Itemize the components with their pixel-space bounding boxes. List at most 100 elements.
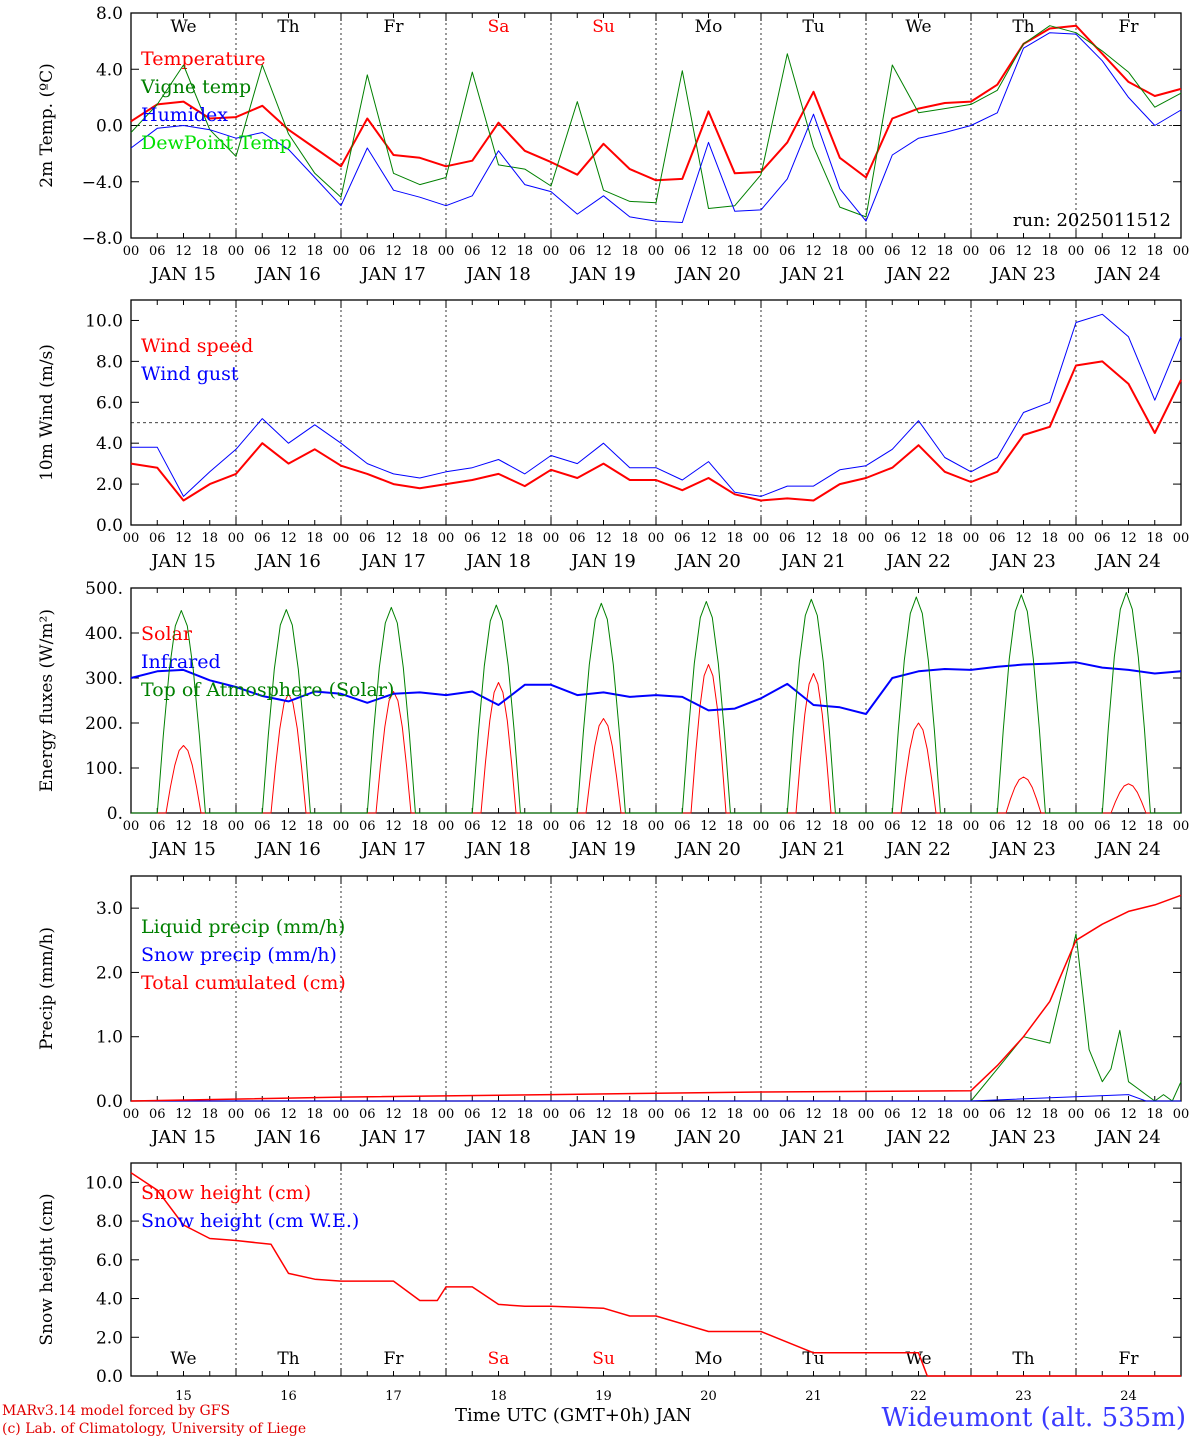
hour-tick-label: 00 [1173, 531, 1190, 546]
chart-panel-1: 8.0 4.0 0.0 −4.0 −8.0 2m Temp. (ºC) We Th Fr Sa Su… [37, 4, 1189, 285]
weekday-label: Su [592, 17, 615, 37]
hour-tick-label: 06 [464, 819, 481, 834]
hour-tick-label: 18 [936, 819, 953, 834]
hour-tick-label: 18 [1041, 819, 1058, 834]
hour-tick-label: 12 [910, 819, 927, 834]
hour-tick-label: 18 [201, 1107, 218, 1122]
date-label: JAN 17 [359, 264, 426, 285]
hour-tick-label: 00 [648, 819, 665, 834]
date-label: JAN 18 [464, 1127, 531, 1148]
hour-tick-label: 06 [884, 244, 901, 259]
y-tick-label: 0.0 [96, 1367, 123, 1387]
series-line [131, 592, 1181, 814]
hour-tick-label: 06 [254, 1107, 271, 1122]
hour-tick-label: 12 [1120, 1107, 1137, 1122]
hour-tick-label: 00 [858, 531, 875, 546]
hour-tick-label: 06 [1094, 1107, 1111, 1122]
hour-tick-label: 06 [779, 819, 796, 834]
hour-tick-label: 00 [648, 244, 665, 259]
day-number-label: 23 [1015, 1389, 1032, 1404]
hour-tick-label: 12 [1120, 244, 1137, 259]
hour-tick-label: 18 [1041, 244, 1058, 259]
hour-tick-label: 12 [490, 244, 507, 259]
date-label: JAN 20 [674, 264, 741, 285]
y-axis-label: 2m Temp. (ºC) [37, 63, 57, 188]
hour-tick-label: 18 [411, 244, 428, 259]
hour-tick-label: 12 [385, 244, 402, 259]
hour-tick-label: 18 [306, 244, 323, 259]
weekday-label: We [170, 17, 196, 37]
hour-tick-label: 12 [385, 531, 402, 546]
weekday-label: Th [1012, 17, 1034, 37]
hour-tick-label: 12 [700, 1107, 717, 1122]
hour-tick-label: 00 [1068, 244, 1085, 259]
date-label: JAN 16 [254, 551, 321, 572]
hour-tick-label: 18 [201, 531, 218, 546]
hour-tick-label: 06 [884, 531, 901, 546]
hour-tick-label: 06 [359, 531, 376, 546]
date-label: JAN 15 [149, 839, 216, 860]
hour-tick-label: 06 [674, 819, 691, 834]
hour-tick-label: 00 [1068, 531, 1085, 546]
hour-tick-label: 06 [674, 1107, 691, 1122]
y-tick-label: 100. [85, 759, 123, 779]
weekday-label: Th [277, 1349, 299, 1369]
hour-tick-label: 00 [333, 531, 350, 546]
y-axis-label: 10m Wind (m/s) [37, 344, 57, 481]
y-tick-label: 0.0 [96, 1092, 123, 1112]
y-tick-label: 4.0 [96, 60, 123, 80]
legend-entry: Wind speed [141, 335, 253, 357]
legend-entry: Solar [141, 623, 193, 645]
hour-tick-label: 18 [306, 1107, 323, 1122]
hour-tick-label: 12 [805, 244, 822, 259]
weekday-label: Sa [488, 1349, 510, 1369]
hour-tick-label: 18 [726, 819, 743, 834]
legend-entry: Snow height (cm) [141, 1182, 311, 1204]
date-label: JAN 24 [1094, 264, 1161, 285]
hour-tick-label: 00 [963, 1107, 980, 1122]
hour-tick-label: 06 [254, 531, 271, 546]
date-label: JAN 17 [359, 1127, 426, 1148]
legend-entry: Temperature [141, 48, 265, 70]
date-label: JAN 15 [149, 1127, 216, 1148]
station-name: Wideumont (alt. 535m) [881, 1403, 1186, 1433]
weekday-label: Fr [384, 1349, 405, 1369]
y-tick-label: 4.0 [96, 1290, 123, 1310]
hour-tick-label: 12 [1015, 244, 1032, 259]
hour-tick-label: 00 [333, 1107, 350, 1122]
date-label: JAN 17 [359, 839, 426, 860]
hour-tick-label: 12 [595, 1107, 612, 1122]
date-label: JAN 21 [779, 551, 846, 572]
y-tick-label: −4.0 [82, 173, 123, 193]
y-tick-label: 2.0 [96, 963, 123, 983]
weekday-label: Mo [695, 17, 723, 37]
hour-tick-label: 00 [648, 531, 665, 546]
hour-tick-label: 00 [1068, 1107, 1085, 1122]
date-label: JAN 20 [674, 1127, 741, 1148]
weekday-label: Th [1012, 1349, 1034, 1369]
hour-tick-label: 12 [910, 244, 927, 259]
hour-tick-label: 06 [779, 531, 796, 546]
weekday-label: Su [592, 1349, 615, 1369]
hour-tick-label: 00 [228, 531, 245, 546]
hour-tick-label: 00 [1068, 819, 1085, 834]
series-line [131, 1094, 1181, 1102]
hour-tick-label: 00 [1173, 244, 1190, 259]
hour-tick-label: 12 [910, 531, 927, 546]
hour-tick-label: 18 [936, 244, 953, 259]
hour-tick-label: 06 [989, 819, 1006, 834]
hour-tick-label: 06 [569, 1107, 586, 1122]
y-tick-label: 300. [85, 669, 123, 689]
hour-tick-label: 12 [910, 1107, 927, 1122]
date-label: JAN 16 [254, 264, 321, 285]
hour-tick-label: 18 [936, 531, 953, 546]
hour-tick-label: 00 [543, 244, 560, 259]
hour-tick-label: 06 [254, 244, 271, 259]
y-tick-label: 2.0 [96, 475, 123, 495]
legend-entry: Snow precip (mm/h) [141, 944, 337, 966]
y-tick-label: 8.0 [96, 352, 123, 372]
y-tick-label: 6.0 [96, 393, 123, 413]
chart-panel-2: 10.0 8.0 6.0 4.0 2.0 0.0 10m Wind (m/s) 00 06 12 1… [37, 299, 1190, 572]
weekday-label: We [905, 17, 931, 37]
